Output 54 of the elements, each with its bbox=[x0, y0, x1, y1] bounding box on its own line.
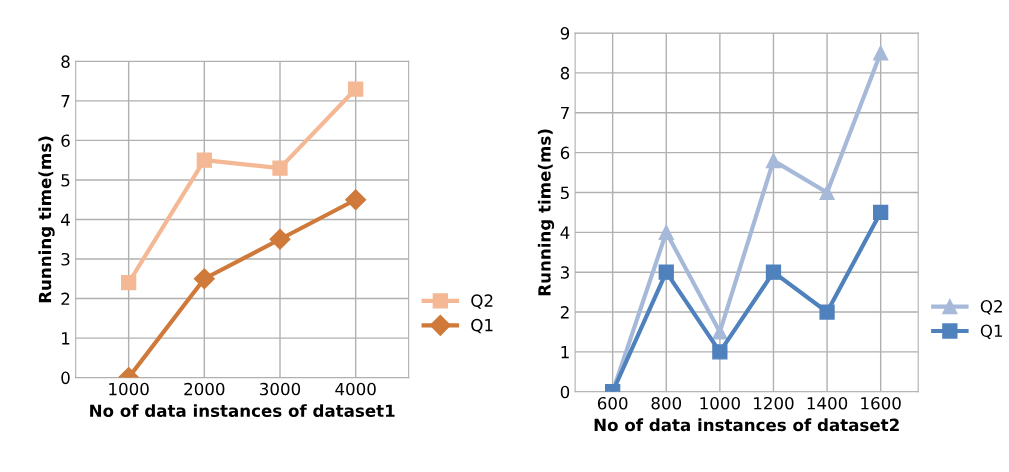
point bbox=[712, 324, 728, 340]
point bbox=[345, 189, 367, 211]
y-tick-label: 1 bbox=[62, 332, 70, 345]
point bbox=[193, 268, 215, 290]
point bbox=[712, 344, 728, 360]
point bbox=[272, 160, 288, 176]
point bbox=[765, 264, 782, 280]
point bbox=[658, 264, 674, 280]
x-tick-label: 600 bbox=[597, 396, 628, 410]
y-tick-label: 0 bbox=[61, 371, 70, 385]
legend-label: Q2 bbox=[980, 300, 1002, 315]
y-tick-label: 3 bbox=[560, 266, 569, 279]
point bbox=[121, 275, 137, 291]
point bbox=[348, 81, 364, 97]
legend-label: Q1 bbox=[471, 318, 493, 334]
point bbox=[196, 152, 212, 168]
x-tick-label: 2000 bbox=[184, 382, 225, 396]
x-tick-label: 800 bbox=[651, 396, 682, 410]
y-tick-label: 8 bbox=[61, 55, 70, 68]
y-tick-label: 2 bbox=[560, 306, 569, 319]
y-tick-label: 6 bbox=[61, 134, 70, 147]
x-tick-label: 3000 bbox=[260, 382, 301, 396]
x-axis-title: No of data instances of dataset2 bbox=[594, 418, 899, 432]
point bbox=[765, 152, 782, 169]
y-tick-label: 0 bbox=[560, 385, 570, 399]
y-tick-label: 2 bbox=[61, 292, 70, 305]
x-tick-label: 4000 bbox=[335, 382, 376, 396]
y-axis-title: Running time(ms) bbox=[537, 129, 555, 296]
y-axis-title: Running time(ms) bbox=[38, 136, 55, 303]
y-tick-label: 3 bbox=[61, 252, 70, 266]
y-tick-label: 8 bbox=[560, 66, 570, 80]
point bbox=[269, 228, 291, 250]
x-axis-title: No of data instances of dataset1 bbox=[90, 404, 395, 418]
point bbox=[873, 204, 889, 221]
y-tick-label: 1 bbox=[561, 346, 569, 359]
y-tick-label: 6 bbox=[560, 146, 570, 160]
y-tick-label: 4 bbox=[560, 226, 570, 239]
point bbox=[819, 304, 835, 320]
y-tick-label: 9 bbox=[560, 27, 570, 40]
x-tick-label: 1000 bbox=[700, 396, 740, 410]
y-tick-label: 7 bbox=[561, 106, 569, 120]
legend-label: Q2 bbox=[471, 294, 493, 309]
x-tick-label: 1200 bbox=[754, 396, 794, 410]
point bbox=[658, 224, 674, 240]
y-tick-label: 5 bbox=[560, 186, 569, 200]
point bbox=[819, 184, 835, 201]
x-tick-label: 1000 bbox=[109, 382, 149, 396]
x-tick-label: 1400 bbox=[807, 396, 848, 410]
y-tick-label: 4 bbox=[61, 213, 70, 226]
x-tick-label: 1600 bbox=[861, 396, 901, 410]
point bbox=[873, 45, 889, 61]
y-tick-label: 7 bbox=[61, 95, 70, 108]
y-tick-label: 5 bbox=[61, 174, 70, 187]
legend-label: Q1 bbox=[980, 324, 1003, 339]
